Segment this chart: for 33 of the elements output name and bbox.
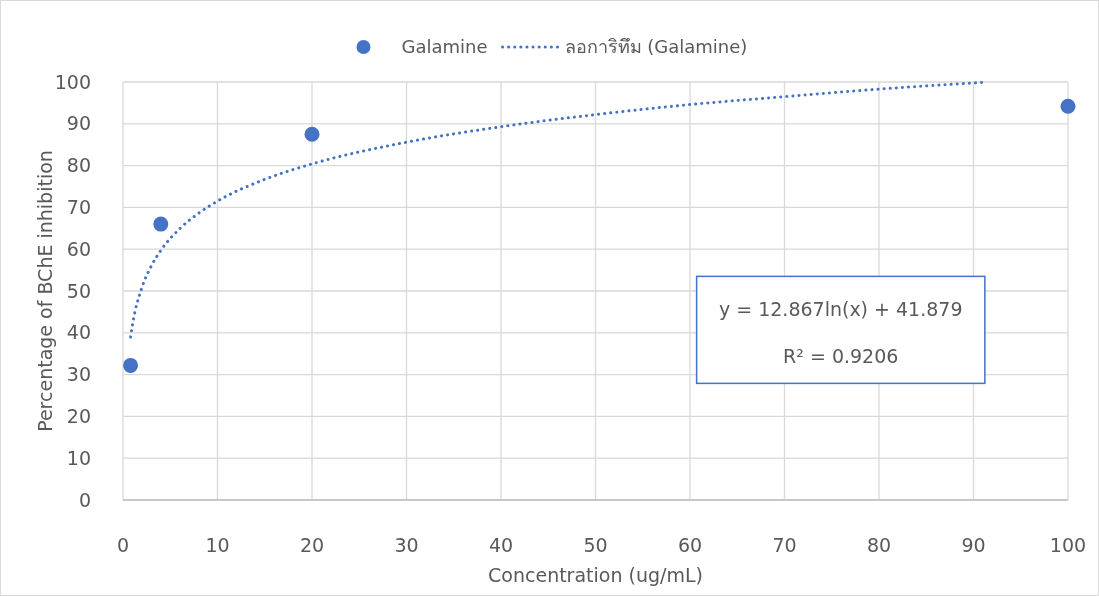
x-tick-label: 10	[205, 534, 230, 556]
x-tick-label: 80	[866, 534, 892, 556]
point	[1060, 98, 1076, 114]
legend-label: Galamine	[401, 36, 488, 58]
x-tick-label: 40	[488, 534, 514, 556]
x-tick-label: 100	[1049, 534, 1087, 556]
annotation: y = 12.867ln(x) + 41.879	[718, 298, 963, 321]
x-tick-label: 50	[583, 534, 608, 556]
y-tick-label: 90	[66, 112, 91, 135]
point	[304, 126, 320, 142]
y-tick-label: 10	[66, 446, 91, 469]
y-tick-label: 30	[66, 363, 91, 386]
x-tick-label: 0	[116, 534, 130, 556]
y-tick-label: 20	[66, 405, 91, 428]
y-tick-label: 70	[66, 196, 91, 219]
point	[153, 216, 169, 232]
y-tick-label: 100	[54, 70, 91, 93]
annotation: R² = 0.9206	[783, 345, 899, 368]
x-tick-label: 20	[299, 534, 325, 556]
legend-label: ลอการิทึม (Galamine)	[564, 36, 748, 58]
line-series	[129, 80, 985, 339]
y-tick-label: 60	[66, 237, 91, 260]
x-tick-label: 90	[961, 534, 986, 556]
x-tick-label: 70	[772, 534, 797, 556]
point	[123, 357, 139, 373]
y-tick-label: 50	[66, 279, 91, 302]
y-tick-label: 40	[66, 321, 91, 344]
y-tick-label: 0	[78, 488, 91, 511]
y-tick-label: 80	[66, 154, 91, 177]
x-tick-label: 30	[394, 534, 419, 556]
y-axis-title: Percentage of BChE inhibition	[34, 150, 56, 432]
x-axis-title: Concentration (ug/mL)	[488, 564, 703, 586]
x-tick-label: 60	[677, 534, 703, 556]
